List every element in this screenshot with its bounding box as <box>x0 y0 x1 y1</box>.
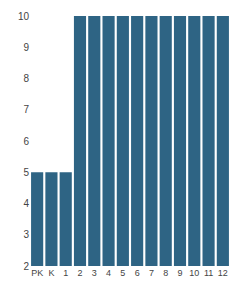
svg-text:2: 2 <box>77 268 82 278</box>
svg-text:3: 3 <box>92 268 97 278</box>
svg-text:5: 5 <box>120 268 125 278</box>
svg-text:3: 3 <box>23 229 29 240</box>
svg-text:8: 8 <box>163 268 168 278</box>
svg-text:10: 10 <box>18 11 30 22</box>
svg-text:12: 12 <box>218 268 228 278</box>
svg-text:5: 5 <box>23 167 29 178</box>
svg-text:4: 4 <box>106 268 111 278</box>
svg-text:8: 8 <box>23 73 29 84</box>
svg-text:7: 7 <box>23 104 29 115</box>
svg-text:11: 11 <box>204 268 213 278</box>
svg-text:K: K <box>48 268 54 278</box>
svg-text:10: 10 <box>189 268 199 278</box>
svg-text:1: 1 <box>63 268 68 278</box>
svg-text:6: 6 <box>23 136 29 147</box>
svg-text:2: 2 <box>23 261 29 272</box>
svg-text:6: 6 <box>135 268 140 278</box>
svg-text:7: 7 <box>149 268 154 278</box>
svg-text:9: 9 <box>177 268 182 278</box>
svg-text:9: 9 <box>23 42 29 53</box>
svg-text:4: 4 <box>23 198 29 209</box>
svg-text:PK: PK <box>31 268 43 278</box>
